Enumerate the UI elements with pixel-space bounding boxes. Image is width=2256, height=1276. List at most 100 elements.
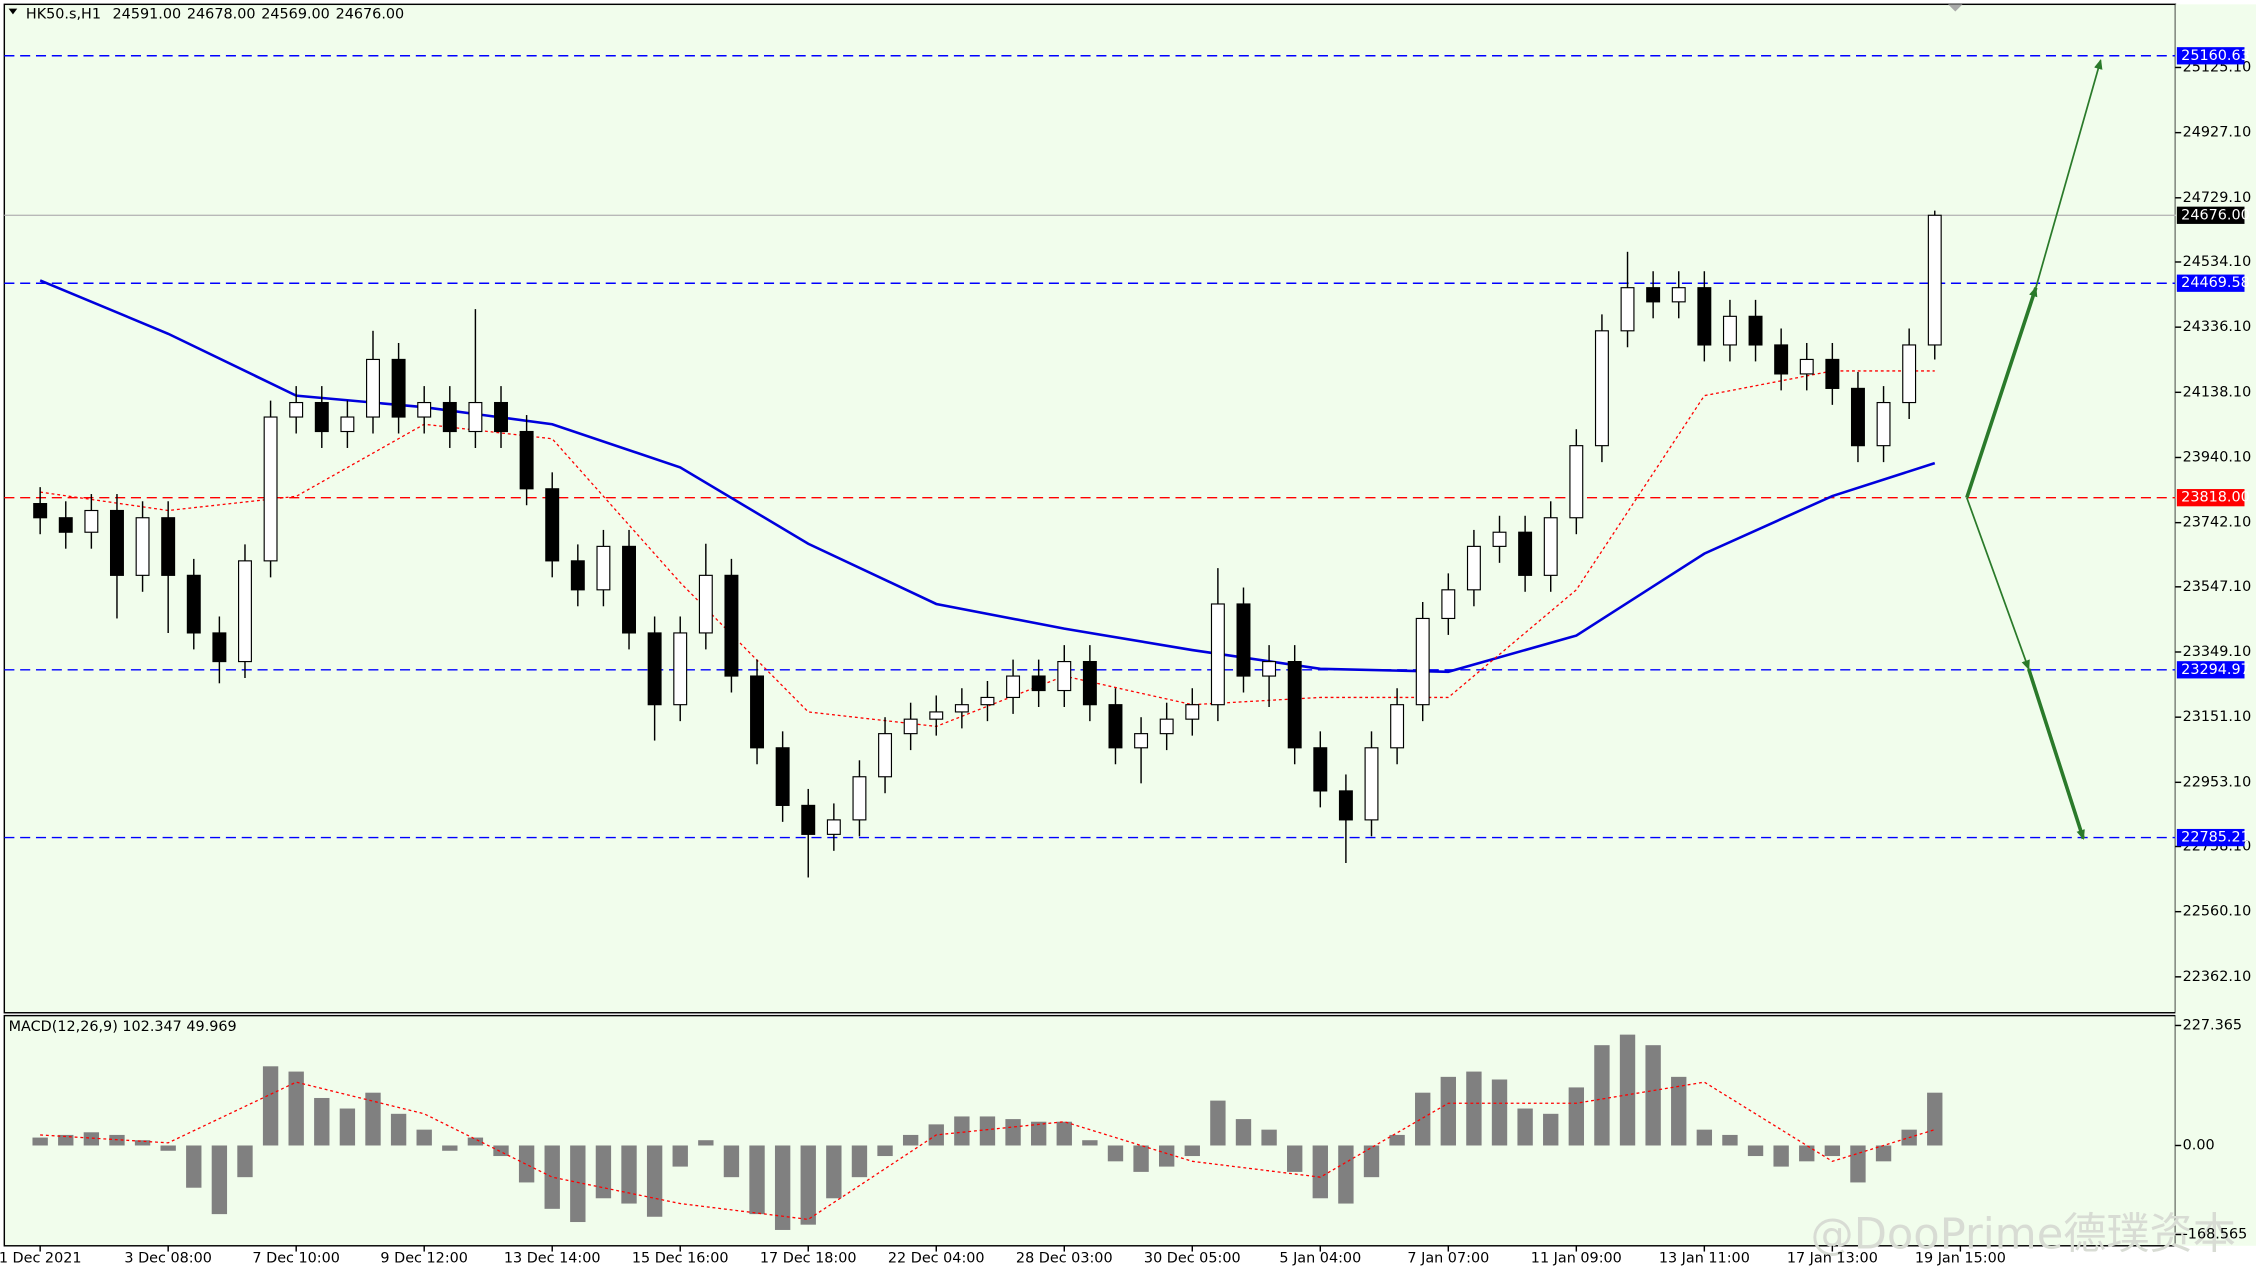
y-tick-label: 24138.10 [2183, 384, 2252, 400]
indicator-line [39, 279, 1936, 674]
candle-body [1876, 401, 1891, 447]
y-tick-label: 23742.10 [2183, 515, 2252, 531]
macd-bar [58, 1134, 74, 1146]
candle-body [1338, 790, 1353, 821]
candle-body [647, 632, 662, 706]
macd-bar [365, 1092, 381, 1146]
arrow [1965, 497, 2030, 671]
candle-body [1031, 675, 1046, 692]
candle-body [1236, 603, 1251, 677]
candle-body [673, 632, 688, 706]
candle-body [1927, 214, 1942, 346]
shift-marker [1948, 4, 1963, 12]
candle-body [698, 574, 713, 634]
macd-bar [1184, 1145, 1200, 1157]
y-tick-label: 23151.10 [2183, 709, 2252, 725]
x-tick-label: 13 Dec 14:00 [504, 1251, 601, 1267]
macd-bar [1543, 1113, 1559, 1146]
candle-body [442, 401, 457, 433]
x-tick-label: 22 Dec 04:00 [888, 1251, 985, 1267]
candle-body [314, 401, 329, 433]
arrow [1965, 286, 2038, 499]
macd-bar [544, 1145, 560, 1209]
x-tick-label: 7 Jan 07:00 [1407, 1251, 1489, 1267]
candle-body [263, 416, 278, 562]
macd-bar [1466, 1071, 1482, 1146]
candle-body [1313, 747, 1328, 792]
x-tick-label: 19 Jan 15:00 [1915, 1251, 2006, 1267]
x-tick-label: 28 Dec 03:00 [1016, 1251, 1113, 1267]
macd-bar [902, 1134, 919, 1146]
candle-body [1799, 358, 1814, 375]
macd-bar [1005, 1119, 1021, 1146]
candle-body [417, 401, 432, 418]
y-tick-label: 22953.10 [2183, 774, 2252, 790]
macd-bar [467, 1137, 484, 1146]
macd-bar [237, 1145, 253, 1178]
candle-body [33, 503, 48, 519]
macd-bar [416, 1129, 432, 1146]
level-label: 25160.63 [2181, 48, 2250, 64]
macd-bar [1056, 1121, 1072, 1146]
macd-bar [390, 1113, 407, 1146]
level-label: 23818.00 [2181, 490, 2250, 506]
macd-bar [826, 1145, 842, 1199]
macd-bar [1594, 1045, 1610, 1146]
candle-body [1415, 617, 1430, 706]
macd-bar [1491, 1079, 1508, 1146]
x-tick-label: 13 Jan 11:00 [1659, 1251, 1750, 1267]
symbol: HK50.s,H1 [26, 6, 101, 22]
macd-bar [1261, 1129, 1277, 1146]
macd-bar [1338, 1145, 1354, 1204]
candle-body [1466, 545, 1481, 591]
macd-bar [749, 1145, 765, 1215]
y-tick-label: 23940.10 [2183, 449, 2252, 465]
y-tick-label: 24336.10 [2183, 319, 2252, 335]
candle-body [1646, 287, 1661, 303]
y-tick-label: 24927.10 [2183, 125, 2252, 141]
macd-bar [1107, 1145, 1124, 1162]
macd-bar [160, 1145, 176, 1151]
macd-bar [32, 1137, 48, 1146]
macd-bar [1287, 1145, 1303, 1172]
macd-bar [570, 1145, 586, 1223]
candle-body [1057, 660, 1072, 692]
y-tick-label: -168.565 [2183, 1226, 2248, 1242]
macd-bar [1799, 1145, 1815, 1162]
macd-bar [646, 1145, 663, 1217]
macd-bar [1517, 1108, 1533, 1146]
macd-bar [954, 1116, 970, 1146]
level-label-box [2176, 274, 2245, 292]
macd-bar [314, 1097, 330, 1146]
candle-body [1850, 387, 1865, 447]
candle-body [801, 804, 816, 835]
macd-bar [288, 1071, 304, 1146]
candle-body [1210, 603, 1225, 706]
macd-bar [442, 1145, 458, 1151]
watermark: @DooPrime德璞资本 [1811, 1210, 2236, 1260]
level-label: 22785.21 [2181, 830, 2250, 846]
macd-bar [979, 1116, 996, 1146]
macd-bar [851, 1145, 868, 1178]
price-pane [3, 3, 2177, 1014]
macd-bar [698, 1140, 714, 1146]
candle-body [1722, 315, 1737, 346]
candle-body [340, 416, 355, 433]
x-tick-label: 3 Dec 08:00 [124, 1251, 212, 1267]
candle-body [954, 704, 969, 713]
level-label-box [2176, 489, 2245, 507]
y-tick-label: 22362.10 [2183, 969, 2252, 985]
macd-bar [1824, 1145, 1841, 1157]
macd-bar [1773, 1145, 1789, 1167]
macd-bar [518, 1145, 535, 1183]
candle-body [186, 574, 201, 634]
x-tick-label: 7 Dec 10:00 [252, 1251, 340, 1267]
macd-bar [621, 1145, 637, 1204]
x-tick-label: 5 Jan 04:00 [1279, 1251, 1361, 1267]
macd-bar [1440, 1076, 1456, 1146]
macd-bar [1082, 1140, 1098, 1146]
candle-body [84, 509, 99, 533]
candle-body [1185, 704, 1200, 720]
macd-bar [1850, 1145, 1866, 1183]
macd-bar [1158, 1145, 1175, 1167]
